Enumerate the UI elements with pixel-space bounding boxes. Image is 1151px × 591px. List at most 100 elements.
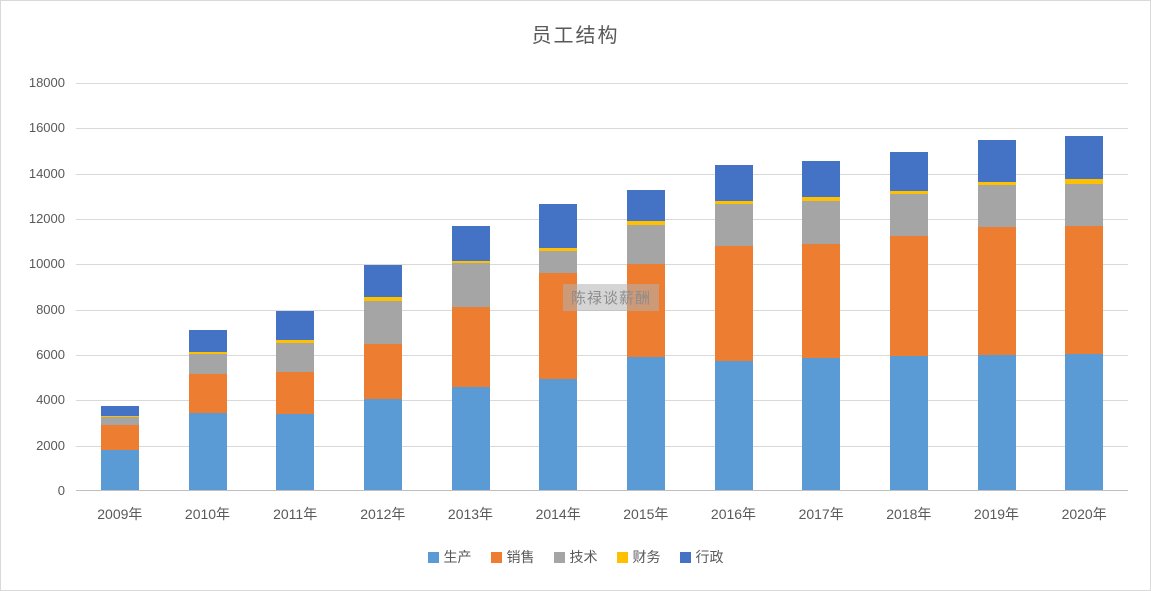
bar-segment <box>451 263 490 308</box>
legend-label: 财务 <box>632 549 661 565</box>
bar-segment <box>714 204 753 247</box>
x-axis-tick-label: 2014年 <box>535 506 581 522</box>
bar-segment <box>276 413 315 491</box>
gridline <box>76 128 1128 130</box>
legend: 生产 销售 技术 财务 行政 <box>1 547 1150 567</box>
x-axis-tick-label: 2015年 <box>623 506 669 522</box>
x-axis-tick-label: 2017年 <box>798 506 844 522</box>
bar-segment <box>977 185 1016 227</box>
legend-label: 生产 <box>443 549 472 565</box>
bar-segment <box>1065 179 1104 184</box>
bar-segment <box>451 260 490 264</box>
y-axis-tick-label: 4000 <box>36 392 65 408</box>
bar-segment <box>626 357 665 491</box>
bar-segment <box>626 224 665 265</box>
bar-segment <box>802 243 841 359</box>
y-axis-tick-label: 8000 <box>36 301 65 317</box>
bar-segment <box>188 351 227 354</box>
bar-segment <box>1065 353 1104 491</box>
legend-label: 行政 <box>695 549 724 565</box>
bar-segment <box>539 204 578 249</box>
legend-item: 销售 <box>490 547 535 567</box>
bar-segment <box>451 307 490 387</box>
legend-swatch <box>427 551 439 563</box>
x-axis-tick-label: 2009年 <box>97 506 143 522</box>
gridline <box>76 445 1128 447</box>
gridline <box>76 400 1128 402</box>
bar-segment <box>539 248 578 251</box>
bar-segment <box>889 236 928 357</box>
legend-label: 销售 <box>506 549 535 565</box>
bar-segment <box>363 297 402 301</box>
y-axis-tick-label: 18000 <box>28 75 65 90</box>
gridline <box>76 219 1128 220</box>
bar-segment <box>100 425 139 451</box>
bar-segment <box>188 412 227 491</box>
y-axis-tick-label: 16000 <box>28 120 65 136</box>
bar-segment <box>451 225 490 261</box>
bar-segment <box>889 194 928 236</box>
y-axis-tick-label: 0 <box>57 483 65 498</box>
legend-swatch <box>553 551 565 563</box>
legend-item: 财务 <box>616 547 661 567</box>
x-axis-tick-label: 2013年 <box>447 506 494 522</box>
y-axis-tick-label: 10000 <box>28 256 65 272</box>
bar-segment <box>363 399 402 491</box>
legend-swatch <box>679 551 691 563</box>
bar-segment <box>276 310 315 341</box>
bar-segment <box>714 164 753 201</box>
bar-segment <box>977 139 1016 182</box>
bar-segment <box>363 343 402 400</box>
bar-segment <box>451 386 490 491</box>
x-axis-tick-label: 2018年 <box>886 506 932 522</box>
x-axis-tick-label: 2019年 <box>973 506 1020 522</box>
bar-segment <box>714 246 753 361</box>
x-axis-tick-label: 2020年 <box>1061 506 1107 522</box>
gridline <box>76 83 1128 84</box>
bar-segment <box>977 355 1016 491</box>
bar-segment <box>977 226 1016 355</box>
y-axis-tick-label: 12000 <box>28 211 65 226</box>
bar-segment <box>100 417 139 426</box>
legend-item: 生产 <box>427 547 472 567</box>
gridline <box>76 355 1128 356</box>
gridline <box>76 173 1128 175</box>
bar-segment <box>188 330 227 352</box>
bar-segment <box>626 189 665 222</box>
x-axis-tick-label: 2016年 <box>710 506 757 522</box>
bar-segment <box>889 356 928 491</box>
bar-segment <box>276 340 315 343</box>
bar-segment <box>539 250 578 274</box>
legend-swatch <box>616 551 628 563</box>
bar-segment <box>714 200 753 205</box>
legend-label: 技术 <box>569 549 598 565</box>
bar-segment <box>1065 225 1104 354</box>
bar-segment <box>626 221 665 225</box>
bar-segment <box>802 197 841 201</box>
bar-segment <box>889 152 928 191</box>
x-axis-tick-label: 2010年 <box>184 506 231 522</box>
x-axis-line <box>76 490 1128 491</box>
bar-segment <box>889 190 928 195</box>
legend-item: 行政 <box>679 547 724 567</box>
legend-item: 技术 <box>553 547 598 567</box>
bar-segment <box>100 416 139 418</box>
bar-segment <box>100 450 139 491</box>
bar-segment <box>802 358 841 491</box>
bar-segment <box>363 300 402 344</box>
bar-segment <box>539 378 578 491</box>
bar-segment <box>977 181 1016 185</box>
legend-swatch <box>490 551 502 563</box>
gridline <box>76 264 1128 266</box>
plot-area <box>76 83 1128 491</box>
bar-segment <box>100 406 139 417</box>
bar-segment <box>188 374 227 413</box>
x-axis-tick-label: 2012年 <box>360 506 406 522</box>
y-axis-tick-label: 14000 <box>28 165 65 181</box>
chart-title: 员工结构 <box>531 25 620 47</box>
bar-segment <box>1065 183 1104 226</box>
bar-segment <box>363 265 402 298</box>
bar-segment <box>802 200 841 244</box>
x-axis-tick-label: 2011年 <box>273 506 318 522</box>
